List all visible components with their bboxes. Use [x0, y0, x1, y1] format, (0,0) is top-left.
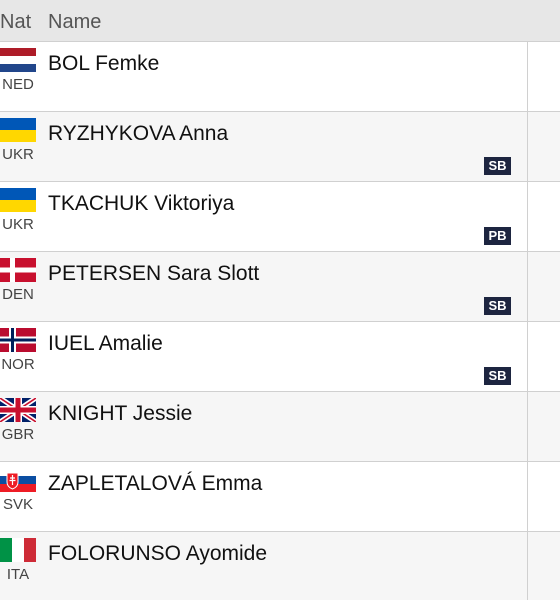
athlete-name: PETERSEN Sara Slott: [48, 262, 260, 285]
athlete-row[interactable]: UKR RYZHYKOVA Anna SB: [0, 112, 560, 182]
flag: [0, 48, 36, 72]
athlete-row[interactable]: GBR KNIGHT Jessie: [0, 392, 560, 462]
flag: [0, 468, 36, 492]
athlete-row[interactable]: SVK ZAPLETALOVÁ Emma: [0, 462, 560, 532]
record-badge: PB: [484, 227, 511, 245]
athlete-name: FOLORUNSO Ayomide: [48, 542, 268, 565]
flag: [0, 188, 36, 212]
athlete-name: TKACHUK Viktoriya: [48, 192, 235, 215]
table-header: Nat Name: [0, 0, 560, 42]
nat-header: Nat: [0, 11, 32, 33]
flag: [0, 538, 36, 562]
nat-code: SVK: [2, 496, 33, 513]
athlete-row[interactable]: NED BOL Femke: [0, 42, 560, 112]
record-badge: SB: [484, 297, 511, 315]
athlete-name: RYZHYKOVA Anna: [48, 122, 229, 145]
athlete-name: ZAPLETALOVÁ Emma: [48, 472, 263, 495]
nat-code: NED: [2, 76, 34, 93]
nat-code: DEN: [2, 286, 34, 303]
flag: [0, 118, 36, 142]
athlete-row[interactable]: UKR TKACHUK Viktoriya PB: [0, 182, 560, 252]
athlete-name: IUEL Amalie: [48, 332, 163, 355]
nat-code: NOR: [1, 356, 35, 373]
flag: [0, 328, 36, 352]
athlete-row[interactable]: ITA FOLORUNSO Ayomide: [0, 532, 560, 600]
nat-code: UKR: [2, 146, 34, 163]
athlete-row[interactable]: DEN PETERSEN Sara Slott SB: [0, 252, 560, 322]
athlete-name: BOL Femke: [48, 52, 160, 75]
column-divider: [527, 42, 528, 600]
record-badge: SB: [484, 367, 511, 385]
record-badge: SB: [484, 157, 511, 175]
athlete-name: KNIGHT Jessie: [48, 402, 193, 425]
nat-code: UKR: [2, 216, 34, 233]
athlete-row[interactable]: NOR IUEL Amalie SB: [0, 322, 560, 392]
flag: [0, 398, 36, 422]
nat-code: GBR: [1, 426, 35, 443]
name-header: Name: [48, 11, 102, 33]
flag: [0, 258, 36, 282]
nat-code: ITA: [6, 566, 30, 583]
